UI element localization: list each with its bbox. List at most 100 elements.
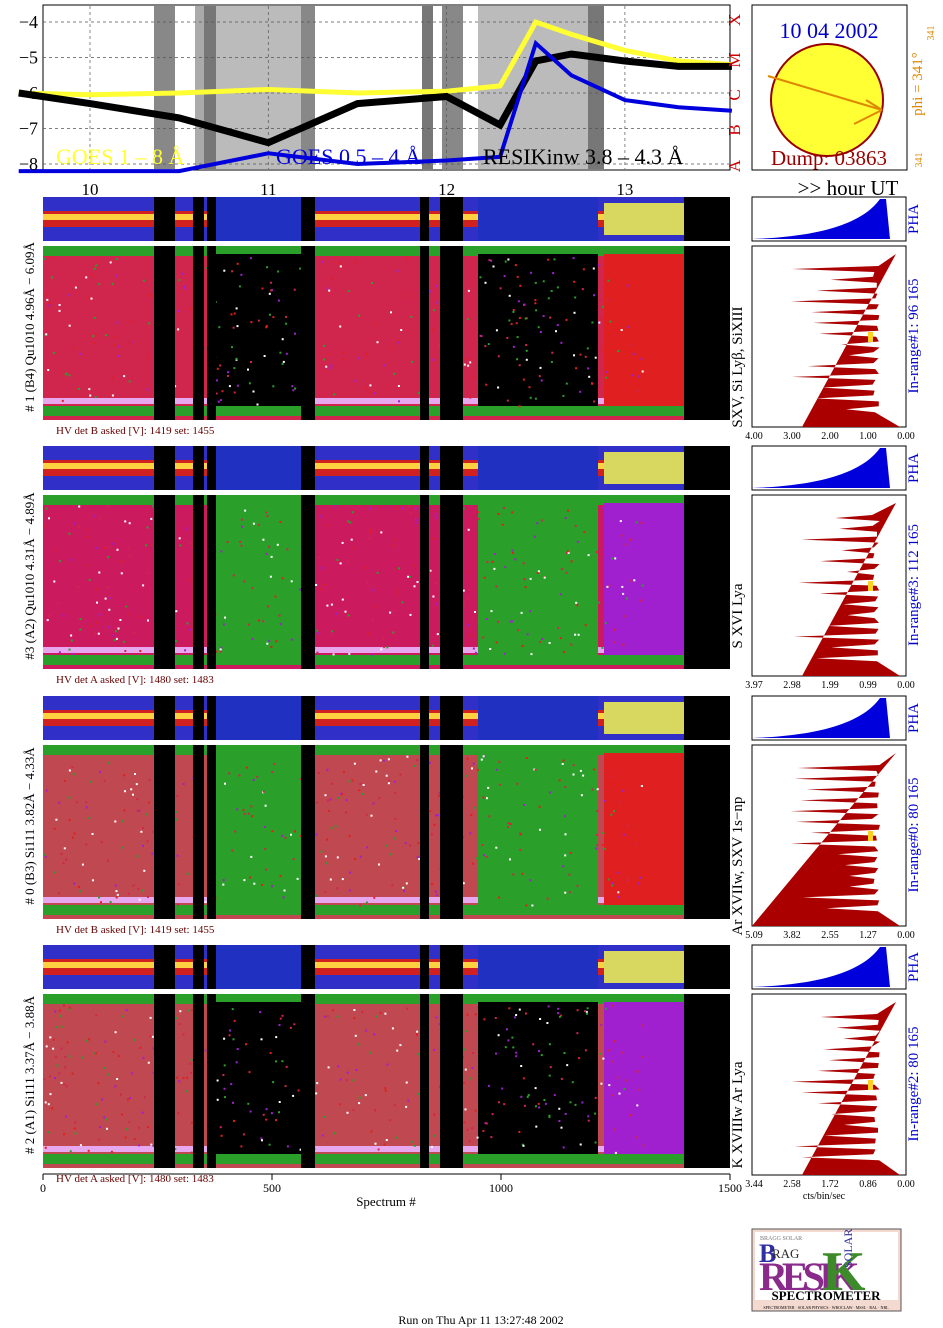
hour-label: 13 <box>616 180 633 199</box>
goes-1-8-series <box>18 18 733 98</box>
logo-small-text: BRAGG SOLAR <box>760 1236 802 1242</box>
in-range-label: In-range#2: 80 165 <box>906 1027 922 1142</box>
footer-run-info: Run on Thu Apr 11 13:27:48 2002 <box>398 1313 563 1327</box>
rate-x-tick: 1.00 <box>859 431 877 442</box>
rate-x-tick: 0.00 <box>897 431 915 442</box>
phi-label: phi = 341° <box>910 52 926 116</box>
dump-label: Dump: 03863 <box>771 146 887 170</box>
hv-label: HV det A asked [V]: 1480 set: 1483 <box>56 674 214 686</box>
hour-unit-label: >> hour UT <box>798 176 899 200</box>
count-rate-plot <box>751 744 907 927</box>
spectrum-tick-label: 0 <box>40 1181 46 1195</box>
goes-y-tick: −6 <box>19 83 38 103</box>
count-rate-plot <box>751 245 907 428</box>
rate-x-tick: 0.00 <box>897 1179 915 1190</box>
pha-label: PHA <box>906 952 922 982</box>
logo-letters: RESIK <box>759 1254 859 1299</box>
spectrum-axis: 0 500 1000 1500 Spectrum # <box>40 1173 742 1209</box>
goes-y-tick: −4 <box>19 12 38 32</box>
panel-side-label: # 0 (B3) Si111 3.82Å − 4.33Å <box>22 747 37 905</box>
hv-label: HV det B asked [V]: 1419 set: 1455 <box>56 924 215 936</box>
pha-strip <box>43 197 730 241</box>
orbit-info-box: 10 04 2002 Dump: 03863 <box>751 4 908 171</box>
rate-x-tick: 0.99 <box>859 680 877 691</box>
spectrum-panel: HV det A asked [V]: 1480 set: 1483 # 2 (A… <box>22 944 922 1190</box>
phi-superscript: 341 <box>926 26 937 41</box>
panel-side-label: #3 (A2) Qu1010 4.31Å − 4.89Å <box>22 492 37 660</box>
in-range-label: In-range#0: 80 165 <box>906 778 922 893</box>
count-rate-plot <box>751 993 907 1176</box>
rate-x-tick: 5.09 <box>745 930 763 941</box>
in-range-label: In-range#3: 112 165 <box>906 524 922 646</box>
rate-x-tick: 0.00 <box>897 930 915 941</box>
rate-x-tick: 2.00 <box>821 431 839 442</box>
pha-strip <box>43 446 730 490</box>
rate-x-tick: 3.82 <box>783 930 801 941</box>
spectrum-heatmap <box>43 246 730 420</box>
spectrum-heatmap <box>43 495 730 669</box>
rate-x-tick: 2.98 <box>783 680 801 691</box>
rate-x-tick: 3.44 <box>745 1179 763 1190</box>
hour-label: 12 <box>438 180 455 199</box>
spectrum-axis-label: Spectrum # <box>356 1194 416 1209</box>
flare-class-axis: X M C B A <box>725 14 744 172</box>
pha-strip <box>43 696 730 740</box>
rate-x-tick: 1.99 <box>821 680 839 691</box>
phi-small-label: 341 <box>914 153 925 168</box>
eclipse-shade <box>422 6 433 169</box>
count-rate-plot <box>751 494 907 677</box>
flare-class-c: C <box>725 89 744 100</box>
spectrum-panel: HV det B asked [V]: 1419 set: 1455 # 1 (B… <box>22 196 922 442</box>
hour-label: 10 <box>82 180 99 199</box>
goes-lightcurve-panel: −4 −5 −6 −7 −8 GOES 1 – 8 Å GOES 0.5 – 4 Å R… <box>18 4 733 174</box>
spectrum-tick-label: 1000 <box>489 1181 513 1195</box>
pha-label: PHA <box>906 703 922 733</box>
goes-05-4-series <box>18 39 733 174</box>
pha-histogram <box>751 695 907 741</box>
panel-side-label: # 2 (A1) Si111 3.37Å − 3.88Å <box>22 995 37 1154</box>
svg-text:RAG: RAG <box>772 1246 799 1261</box>
rate-x-tick: 2.58 <box>783 1179 801 1190</box>
logo-fineprint: SPECTROMETER · SOLAR PHYSICS · WROCLAW ·… <box>763 1305 889 1310</box>
goes-y-tick: −8 <box>19 154 38 174</box>
spectrum-heatmap <box>43 745 730 919</box>
spectrum-tick-label: 500 <box>263 1181 281 1195</box>
pha-strip <box>43 945 730 989</box>
rate-x-tick: 0.00 <box>897 680 915 691</box>
flare-class-m: M <box>725 52 744 67</box>
pha-histogram <box>751 196 907 242</box>
svg-text:K: K <box>822 1241 866 1303</box>
date-title: 10 04 2002 <box>780 18 879 43</box>
spectral-line-label: S XVI Lya <box>730 583 746 648</box>
pha-label: PHA <box>906 204 922 234</box>
legend-goes-05-4: GOES 0.5 – 4 Å <box>276 144 421 169</box>
hv-label: HV det B asked [V]: 1419 set: 1455 <box>56 425 215 437</box>
flare-class-x: X <box>725 14 744 26</box>
rate-x-tick: 3.00 <box>783 431 801 442</box>
rate-x-tick: 4.00 <box>745 431 763 442</box>
rate-x-tick: 3.97 <box>745 680 763 691</box>
rate-x-tick: 2.55 <box>821 930 839 941</box>
pha-histogram <box>751 445 907 491</box>
resik-series <box>18 50 732 147</box>
spectrum-panel: HV det B asked [V]: 1419 set: 1455 # 0 (B… <box>22 695 922 941</box>
flare-class-a: A <box>725 159 744 172</box>
rate-unit-label: cts/bin/sec <box>803 1191 846 1202</box>
eclipse-shade <box>195 6 204 169</box>
pha-label: PHA <box>906 453 922 483</box>
eclipse-shade <box>204 6 216 169</box>
hv-label: HV det A asked [V]: 1480 set: 1483 <box>56 1173 214 1185</box>
svg-text:SOLAR: SOLAR <box>841 1229 855 1268</box>
sun-disk-icon <box>770 43 884 157</box>
in-range-label: In-range#1: 96 165 <box>906 279 922 394</box>
hour-axis: 10 11 12 13 <box>82 180 634 199</box>
legend-goes-1-8: GOES 1 – 8 Å <box>56 144 184 169</box>
spectrum-heatmap <box>43 994 730 1168</box>
goes-y-tick: −5 <box>19 48 38 68</box>
spectral-line-label: Ar XVIIw, SXV 1s−np <box>730 797 746 936</box>
rate-x-tick: 0.86 <box>859 1179 877 1190</box>
goes-y-tick: −7 <box>19 119 38 139</box>
legend-resik: RESIKinw 3.8 – 4.3 Å <box>483 144 684 169</box>
spectrum-tick-label: 1500 <box>718 1181 742 1195</box>
